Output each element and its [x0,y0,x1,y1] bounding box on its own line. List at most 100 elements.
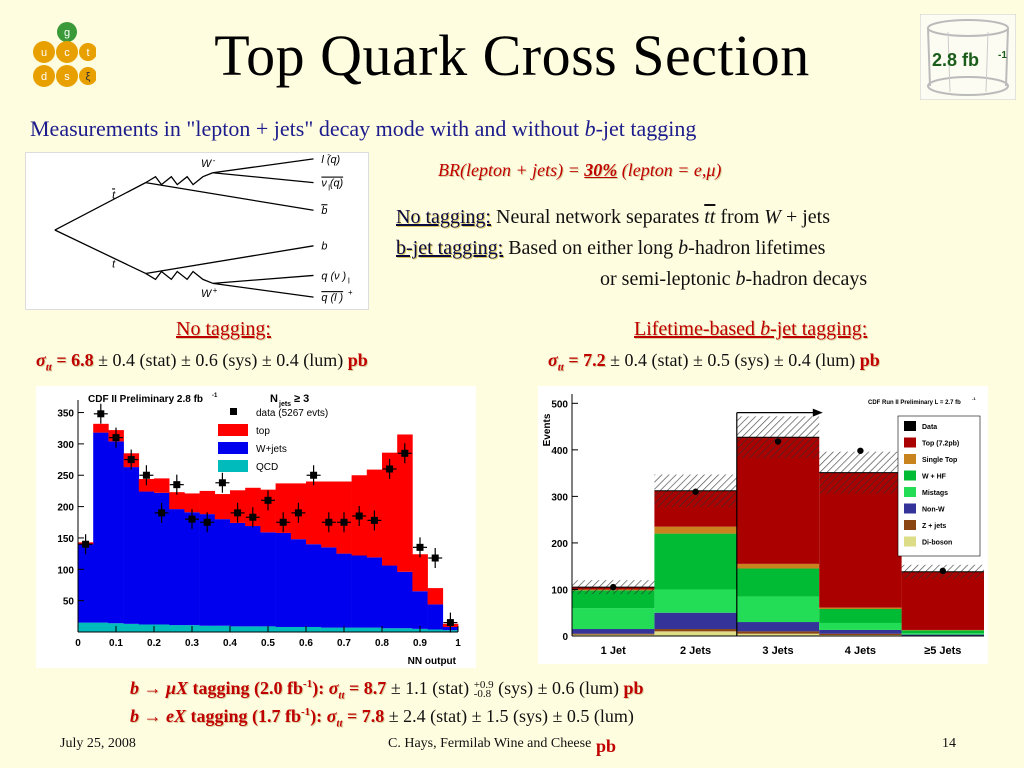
legend-swatch [904,520,916,530]
y-axis-label: Events [542,413,553,446]
x-tick-label: 0.3 [185,638,199,649]
muon-tag-label: b → μX [130,678,189,698]
feyn-w-minus: W [201,158,213,170]
legend-swatch [904,437,916,448]
bar-top [275,483,292,533]
arrow-head-icon [812,408,823,417]
legend-label: W+jets [256,444,287,455]
legend-label: Non-W [922,507,945,514]
data-point [234,509,242,517]
y-tick-label: 200 [57,503,74,514]
lumi-badge: 2.8 fb -1 [920,14,1016,100]
page-number: 14 [942,736,956,751]
logo-letter: ξ [86,71,91,83]
data-point [218,479,226,487]
bar-zjets [654,629,737,632]
y-tick-label: 200 [551,539,568,550]
data-point [279,518,287,526]
bar-qcd [123,623,140,632]
x-tick-label: 4 Jets [845,645,876,657]
feyn-out2-sub: l [328,184,330,193]
legend-swatch [218,460,248,472]
badge-lumi-sup: -1 [998,50,1007,61]
bar-qcd [245,626,261,632]
bar-wjets [382,565,398,629]
data-point [386,465,394,473]
bar-top [199,490,216,515]
bar-top [412,554,428,592]
bar-diboson [572,634,655,636]
no-tagging-header: No tagging: [176,318,271,340]
x-tick-label: ≥5 Jets [924,645,961,657]
legend-swatch [904,421,916,431]
feynman-diagram: W - W + t t l (q) - ν (q) l b b q (ν ) l… [25,152,369,310]
legend-label: Single Top [922,457,957,464]
muon-tag-text: ): [312,678,329,698]
data-point [857,447,864,454]
result-errors: ± 1.1 (stat) [386,678,474,698]
x-tick-label: 1 Jet [601,645,626,657]
data-point [610,583,617,591]
feyn-w-minus-sup: - [213,156,216,165]
electron-tagging-result: b → eX tagging (1.7 fb-1): σtt = 7.8 ± 2… [130,706,634,730]
bar-qcd [382,628,398,632]
muon-tag-sup: -1 [303,678,313,690]
x-tick-label: 0.4 [223,638,237,649]
sigma-sub: tt [336,717,343,730]
x-tick-label: 0 [75,638,81,649]
x-tick-label: 3 Jets [762,645,793,657]
y-tick-label: 150 [57,534,74,545]
bar-qcd [214,625,231,632]
bar-wjets [245,526,261,627]
x-axis-label: NN output [408,656,457,667]
desc-text: from [715,206,765,228]
legend-swatch [904,470,916,481]
feyn-t: t [112,259,116,271]
bar-wjets [427,604,444,630]
sigma-sub: tt [338,689,345,702]
bar-wjets [397,571,413,629]
data-point [188,515,196,523]
x-tick-label: 0.2 [147,638,161,649]
bar-wjets [412,591,428,629]
bar-mistags [819,622,902,630]
lifetime-tagging-result: σtt = 7.2 ± 0.4 (stat) ± 0.5 (sys) ± 0.4… [548,350,880,374]
electron-tag-text: tagging (1.7 fb [186,706,302,726]
bar-wjets [108,441,124,624]
legend-swatch [904,487,916,497]
desc-text: or semi-leptonic [600,268,736,290]
bar-top [397,434,413,572]
data-point [127,456,135,464]
chart-title: CDF Run II Preliminary L = 2.7 fb [868,400,961,406]
sigma-symbol: σ [548,350,558,370]
bar-qcd [78,622,94,632]
electron-tag-text: ): [310,706,327,726]
header-text: -jet tagging: [770,318,868,340]
data-point [401,449,409,457]
bar-wjets [260,532,276,627]
result-value: = 6.8 [51,350,94,370]
bar-mistags [654,589,737,613]
result-errors: ± 2.4 (stat) ± 1.5 (sys) ± 0.5 (lum) [384,706,634,726]
desc-text: -hadron decays [745,268,868,290]
bar-top [306,481,322,545]
subtitle-b: b [584,116,596,141]
bar-wjets [290,539,307,627]
bar-wjets [138,491,155,625]
legend-label: W + HF [922,474,947,481]
legend-label: Mistags [922,490,948,497]
sigma-symbol: σ [36,350,46,370]
b-tagging-desc: b-jet tagging: Based on either long b-ha… [396,237,825,260]
legend-label: Data [922,424,937,431]
logo-letter: t [86,47,89,59]
footer-date: July 25, 2008 [60,736,136,751]
data-point [325,518,333,526]
x-tick-label: 0.8 [375,638,389,649]
result-value: = 7.2 [563,350,606,370]
data-point [340,518,348,526]
bar-whf [572,590,655,609]
chart-title-sup: -1 [212,393,218,399]
feyn-w-plus: W [201,288,213,300]
logo-letter: g [64,27,70,39]
desc-text: Based on either long [503,237,679,259]
